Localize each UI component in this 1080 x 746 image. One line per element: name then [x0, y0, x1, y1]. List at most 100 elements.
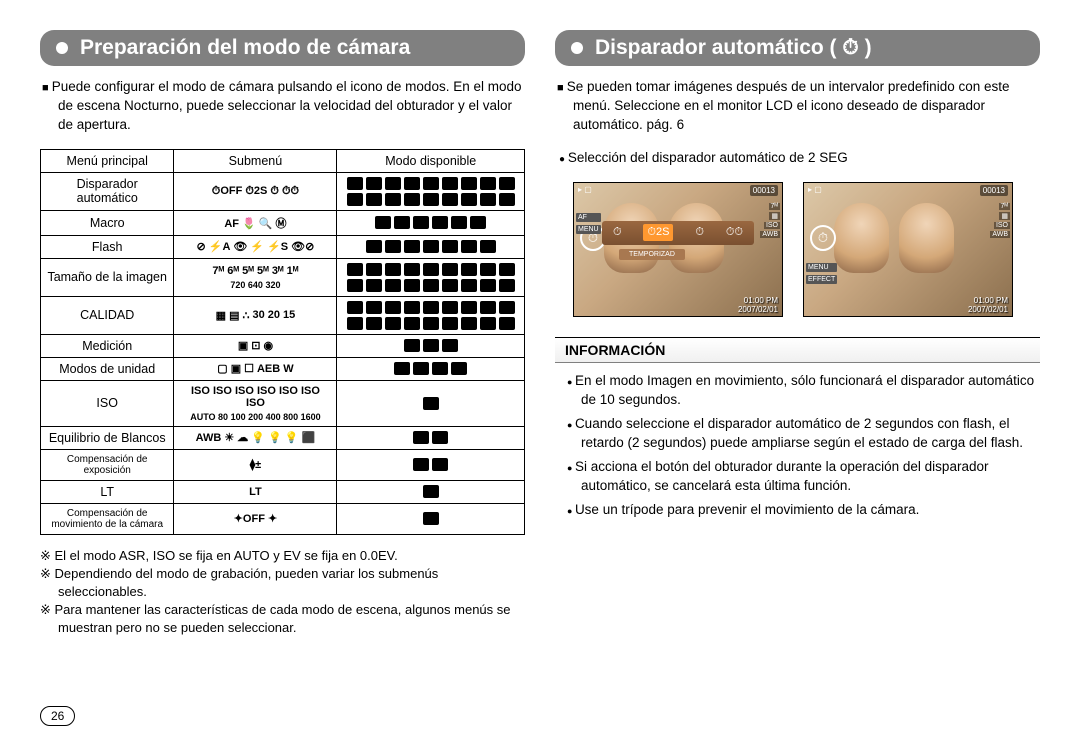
row-submenu: ▦▤∴302015 [174, 296, 337, 334]
mode-icon [480, 317, 496, 330]
menu-table: Menú principal Submenú Modo disponible D… [40, 149, 525, 535]
page-number: 26 [40, 706, 75, 726]
mode-icon [413, 431, 429, 444]
mode-icon [451, 216, 467, 229]
mode-icon [451, 362, 467, 375]
info-item: Si acciona el botón del obturador durant… [581, 457, 1040, 496]
mode-icon [423, 512, 439, 525]
mode-icon [366, 193, 382, 206]
mode-icon [423, 240, 439, 253]
mode-icon [480, 177, 496, 190]
info-title: INFORMACIÓN [555, 337, 1040, 363]
temporizad-label: TEMPORIZAD [619, 249, 685, 260]
mode-icon [423, 397, 439, 410]
mode-icon [347, 301, 363, 314]
info-item: Cuando seleccione el disparador automáti… [581, 414, 1040, 453]
row-submenu: AWB ☀ ☁ 💡 💡 💡 ⬛ [174, 426, 337, 449]
row-modes [337, 503, 525, 534]
row-label: ISO [41, 380, 174, 426]
table-row: CALIDAD▦▤∴302015 [41, 296, 525, 334]
mode-icon [442, 263, 458, 276]
footnote: Para mantener las características de cad… [58, 601, 525, 637]
row-submenu: ISO ISO ISO ISO ISO ISO ISOAUTO 80 100 2… [174, 380, 337, 426]
mode-icon [366, 279, 382, 292]
mode-icon [432, 362, 448, 375]
mode-icon [385, 177, 401, 190]
mode-icon [423, 485, 439, 498]
mode-icon [423, 263, 439, 276]
mode-icon [366, 317, 382, 330]
mode-icon [480, 263, 496, 276]
info-item: Use un trípode para prevenir el movimien… [581, 500, 1040, 520]
mode-icon [432, 431, 448, 444]
right-intro: Se pueden tomar imágenes después de un i… [573, 78, 1040, 135]
row-label: Flash [41, 235, 174, 258]
mode-icon [385, 301, 401, 314]
mode-icon [347, 317, 363, 330]
mode-icon [432, 216, 448, 229]
table-row: ISOISO ISO ISO ISO ISO ISO ISOAUTO 80 10… [41, 380, 525, 426]
table-row: Medición▣⊡◉ [41, 334, 525, 357]
table-row: Compensación de movimiento de la cámara✦… [41, 503, 525, 534]
row-modes [337, 235, 525, 258]
mode-icon [366, 263, 382, 276]
mode-icon [413, 458, 429, 471]
footnotes: El el modo ASR, ISO se fija en AUTO y EV… [58, 547, 525, 638]
mode-icon [432, 458, 448, 471]
left-section-title: Preparación del modo de cámara [40, 30, 525, 66]
mode-icon [480, 193, 496, 206]
mode-icon [366, 177, 382, 190]
row-label: Macro [41, 210, 174, 235]
row-modes [337, 480, 525, 503]
mode-icon [404, 193, 420, 206]
mode-icon [404, 301, 420, 314]
mode-icon [404, 263, 420, 276]
mode-icon [480, 301, 496, 314]
lcd-screenshot-menu: ▸ ▢ 00013 ⏱ ⏱⏱2S⏱⏱⏱ TEMPORIZAD AF MENU 7… [573, 182, 783, 317]
mode-icon [347, 193, 363, 206]
mode-icon [499, 301, 515, 314]
header-main: Menú principal [41, 149, 174, 172]
row-modes [337, 334, 525, 357]
mode-icon [480, 279, 496, 292]
mode-icon [461, 263, 477, 276]
mode-icon [423, 177, 439, 190]
table-row: Modos de unidad▢▣☐AEBW [41, 357, 525, 380]
mode-icon [423, 193, 439, 206]
left-column: Preparación del modo de cámara Puede con… [40, 30, 525, 638]
row-submenu: ▢▣☐AEBW [174, 357, 337, 380]
row-label: Compensación de movimiento de la cámara [41, 503, 174, 534]
table-row: Flash⊘⚡A👁⚡⚡S👁⊘ [41, 235, 525, 258]
mode-icon [442, 317, 458, 330]
row-label: CALIDAD [41, 296, 174, 334]
mode-icon [404, 339, 420, 352]
timer-result-icon: ⏱ [810, 225, 836, 251]
row-submenu: ⏱OFF⏱2S⏱⏱⏱ [174, 172, 337, 210]
row-submenu: ✦OFF✦ [174, 503, 337, 534]
row-submenu: LT [174, 480, 337, 503]
mode-icon [442, 279, 458, 292]
row-modes [337, 380, 525, 426]
mode-icon [385, 240, 401, 253]
mode-icon [461, 301, 477, 314]
row-modes [337, 296, 525, 334]
mode-icon [442, 177, 458, 190]
info-box: INFORMACIÓN En el modo Imagen en movimie… [555, 337, 1040, 520]
table-row: Compensación de exposición⧫± [41, 449, 525, 480]
mode-icon [423, 279, 439, 292]
mode-icon [385, 317, 401, 330]
mode-icon [385, 193, 401, 206]
table-row: LTLT [41, 480, 525, 503]
mode-icon [499, 177, 515, 190]
header-mode: Modo disponible [337, 149, 525, 172]
info-item: En el modo Imagen en movimiento, sólo fu… [581, 371, 1040, 410]
row-label: Compensación de exposición [41, 449, 174, 480]
mode-icon [347, 279, 363, 292]
mode-icon [366, 240, 382, 253]
table-row: MacroAF 🌷 🔍 Ⓜ [41, 210, 525, 235]
mode-icon [404, 240, 420, 253]
row-modes [337, 172, 525, 210]
table-row: Tamaño de la imagen7ᴹ 6ᴹ 5ᴹ 5ᴹ 3ᴹ 1ᴹ720 … [41, 258, 525, 296]
mode-icon [442, 240, 458, 253]
mode-icon [385, 263, 401, 276]
